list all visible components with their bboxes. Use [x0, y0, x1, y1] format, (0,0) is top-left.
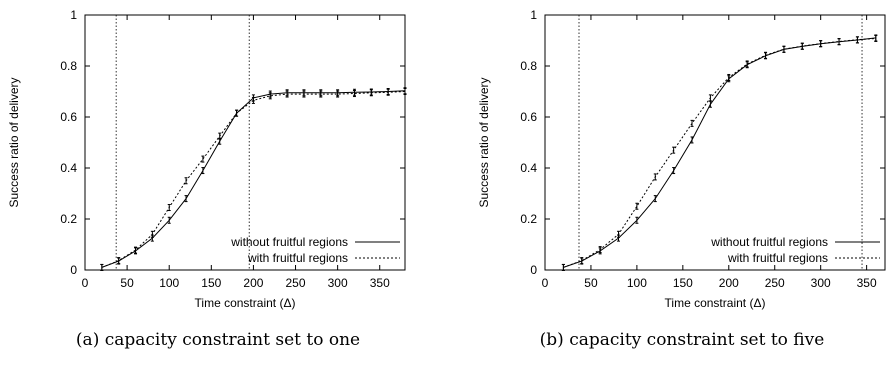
x-tick-label: 0	[542, 276, 549, 290]
y-tick-label: 0.8	[520, 59, 537, 73]
y-tick-label: 1	[70, 8, 77, 22]
y-tick-label: 0	[70, 263, 77, 277]
x-axis-label: Time constraint (Δ)	[665, 296, 766, 310]
legend-label: without fruitful regions	[230, 235, 348, 249]
x-tick-label: 250	[765, 276, 785, 290]
y-tick-label: 0.4	[520, 161, 537, 175]
plot-frame	[544, 14, 886, 271]
x-tick-label: 350	[370, 276, 390, 290]
x-axis-label: Time constraint (Δ)	[195, 296, 296, 310]
plot-frame	[84, 14, 406, 271]
y-tick-label: 0.2	[60, 212, 77, 226]
x-tick-label: 0	[82, 276, 89, 290]
x-tick-label: 300	[811, 276, 831, 290]
y-tick-label: 0.4	[60, 161, 77, 175]
series-line-without	[563, 37, 876, 268]
y-tick-label: 0.8	[60, 59, 77, 73]
x-tick-label: 100	[627, 276, 647, 290]
x-tick-label: 50	[584, 276, 598, 290]
x-tick-label: 100	[159, 276, 179, 290]
figure-caption: (a) capacity constraint set to one	[76, 330, 360, 350]
x-tick-label: 300	[328, 276, 348, 290]
y-tick-label: 0.6	[520, 110, 537, 124]
series-line-with	[563, 38, 876, 268]
legend-label: with fruitful regions	[727, 251, 828, 265]
x-tick-label: 200	[719, 276, 739, 290]
x-tick-label: 350	[857, 276, 877, 290]
y-tick-label: 0.6	[60, 110, 77, 124]
x-tick-label: 250	[286, 276, 306, 290]
x-tick-label: 150	[673, 276, 693, 290]
chart-panel-b: 0 50 100 150 200 250 300 350 0 0.2 0.4 0.6 0.8 1 Time …	[477, 8, 886, 350]
figure-caption: (b) capacity constraint set to five	[540, 330, 825, 350]
legend-label: with fruitful regions	[247, 251, 348, 265]
y-tick-label: 0.2	[520, 212, 537, 226]
x-tick-label: 200	[243, 276, 263, 290]
chart-panel-a: 0 50 100 150 200 250 300 350 0 0.2 0.4 0.6 0.8 1 Time …	[7, 8, 407, 350]
y-tick-label: 1	[530, 8, 537, 22]
x-tick-label: 50	[120, 276, 134, 290]
y-axis-label: Success ratio of delivery	[7, 77, 21, 207]
y-axis-label: Success ratio of delivery	[477, 77, 491, 207]
legend-label: without fruitful regions	[710, 235, 828, 249]
y-tick-label: 0	[530, 263, 537, 277]
x-tick-label: 150	[201, 276, 221, 290]
